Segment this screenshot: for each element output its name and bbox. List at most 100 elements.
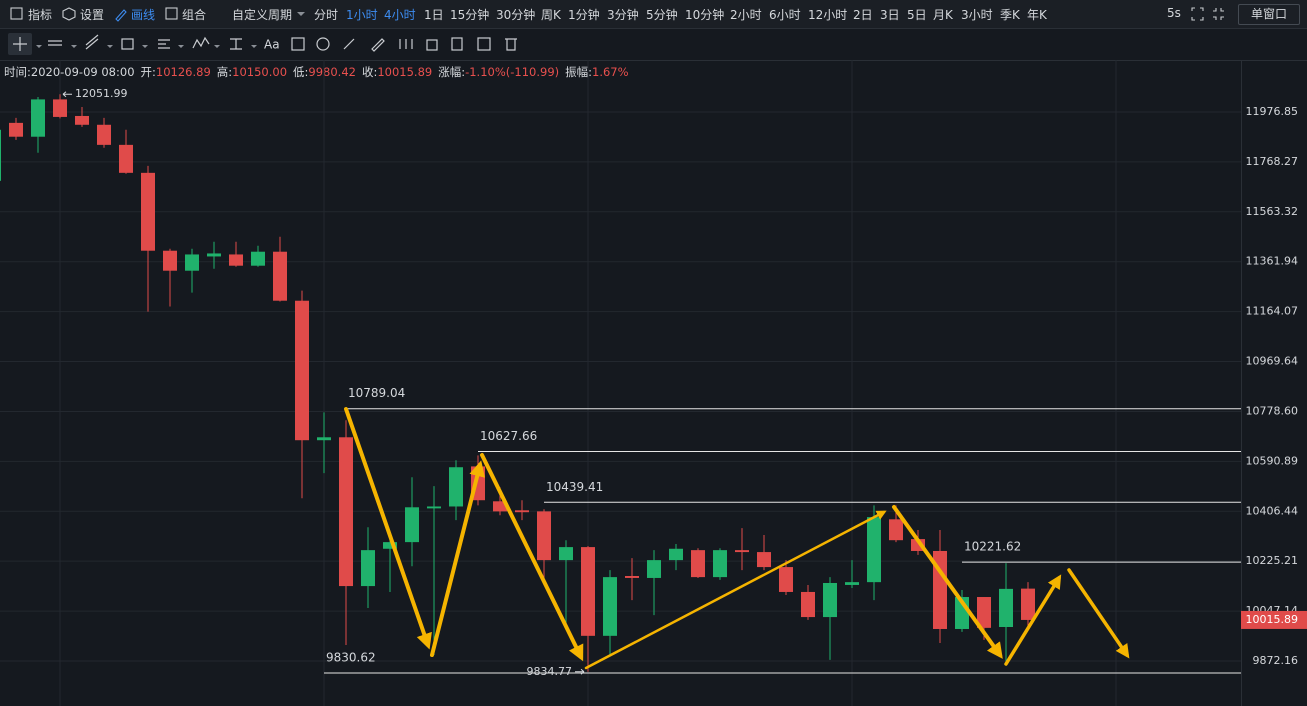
y-tick-label: 10590.89 [1246,454,1299,467]
candle-body [779,567,793,592]
candle-body [207,253,221,257]
wave-icon[interactable] [192,36,210,49]
y-tick-label: 11164.07 [1246,305,1299,318]
window-select[interactable]: 单窗口 [1238,4,1300,25]
period[interactable]: 年K [1027,8,1047,22]
period[interactable]: 1小时 [346,8,378,22]
ruler-icon[interactable] [343,38,355,50]
candle-body [229,254,243,266]
price-line-label: 10789.04 [348,386,405,400]
period[interactable]: 5日 [907,8,927,22]
dropdown-arrows [36,45,257,48]
copy-icon[interactable] [451,37,463,51]
candle-body [977,597,991,628]
rect-icon[interactable] [121,38,134,50]
arrow [892,505,1003,659]
period[interactable]: 4小时 [384,8,416,22]
tool[interactable]: 指标 [28,8,53,22]
crosshair-icon[interactable] [13,37,27,51]
candle-body [53,99,67,117]
trend-icon[interactable] [85,34,99,50]
period[interactable]: 3小时 [961,8,993,22]
period[interactable]: 5分钟 [646,8,678,22]
text-tool[interactable]: Aa [264,38,280,52]
candle-body [163,250,177,271]
candle-body [669,548,683,561]
candle-body [537,511,551,561]
candle-body [691,550,705,578]
candle-body [449,467,463,507]
info-item: 收:10015.89 [362,64,432,80]
info-item: 时间:2020-09-09 08:00 [4,64,135,80]
candle-body [867,517,881,583]
candle-icon[interactable] [399,39,413,49]
last-price-tag [1241,610,1307,629]
info-value: 2020-09-09 08:00 [30,65,135,79]
period[interactable]: 6小时 [769,8,801,22]
candle-body [933,550,947,629]
hline-icon[interactable] [48,40,62,46]
period[interactable]: 月K [933,8,953,22]
info-label: 收: [361,65,378,79]
brush-icon[interactable] [371,38,385,52]
period[interactable]: 1分钟 [568,8,600,22]
candle-body [999,588,1013,628]
candle-body [273,251,287,301]
info-value: 9980.42 [308,65,356,79]
price-line-label: 10439.41 [546,480,603,494]
period[interactable]: 自定义周期 [232,8,293,22]
tool[interactable]: 设置 [80,8,105,22]
drawing-toolbar: Aa [0,29,1307,61]
period[interactable]: 季K [1000,8,1020,22]
min-label: 9834.77 [527,665,573,678]
pattern-icon[interactable] [291,37,305,51]
period[interactable]: 3分钟 [607,8,639,22]
refresh[interactable]: 5s [1167,6,1181,20]
period[interactable]: 12小时 [808,8,848,22]
candle-body [141,172,155,251]
price-line-label: 9830.62 [326,650,376,664]
candle-body [581,547,595,636]
window-label: 单窗口 [1250,7,1287,21]
measure-icon[interactable] [230,38,242,50]
info-label: 开: [140,65,156,79]
max-label: 12051.99 [75,87,128,100]
candle-body [911,539,925,551]
info-item: 涨幅:-1.10%(-110.99) [438,64,559,80]
period[interactable]: 周K [541,8,561,22]
candle-body [361,550,375,587]
fullscreen-icons [1190,6,1230,25]
period[interactable]: 15分钟 [450,8,490,22]
tool[interactable]: 组合 [182,8,207,22]
period[interactable]: 2日 [853,8,873,22]
period[interactable]: 30分钟 [496,8,536,22]
period[interactable]: 2小时 [730,8,762,22]
candle-body [339,437,353,587]
candle-body [427,506,441,509]
arrow [480,453,584,662]
period[interactable]: 3日 [880,8,900,22]
period[interactable]: 分时 [314,8,339,22]
candle-body [1021,588,1035,620]
period[interactable]: 1日 [424,8,444,22]
info-value: 10015.89 [377,65,433,79]
tool-icons [0,0,200,31]
y-tick-label: 11768.27 [1246,155,1299,168]
y-tick-label: 10969.64 [1246,355,1299,368]
delete-icon[interactable] [505,38,517,51]
info-label: 涨幅: [438,65,466,79]
y-tick-label: 10778.60 [1246,404,1299,417]
hide-icon[interactable] [477,37,491,51]
candle-body [75,115,89,125]
arrow [1067,568,1130,659]
arrow [344,407,432,650]
info-item: 高:10150.00 [217,64,287,80]
magnet-icon[interactable] [316,37,330,51]
info-value: 10150.00 [232,65,288,79]
period[interactable]: 10分钟 [685,8,725,22]
tool[interactable]: 画线 [131,8,156,22]
lock-icon[interactable] [426,39,438,51]
fib-icon[interactable] [158,39,170,49]
